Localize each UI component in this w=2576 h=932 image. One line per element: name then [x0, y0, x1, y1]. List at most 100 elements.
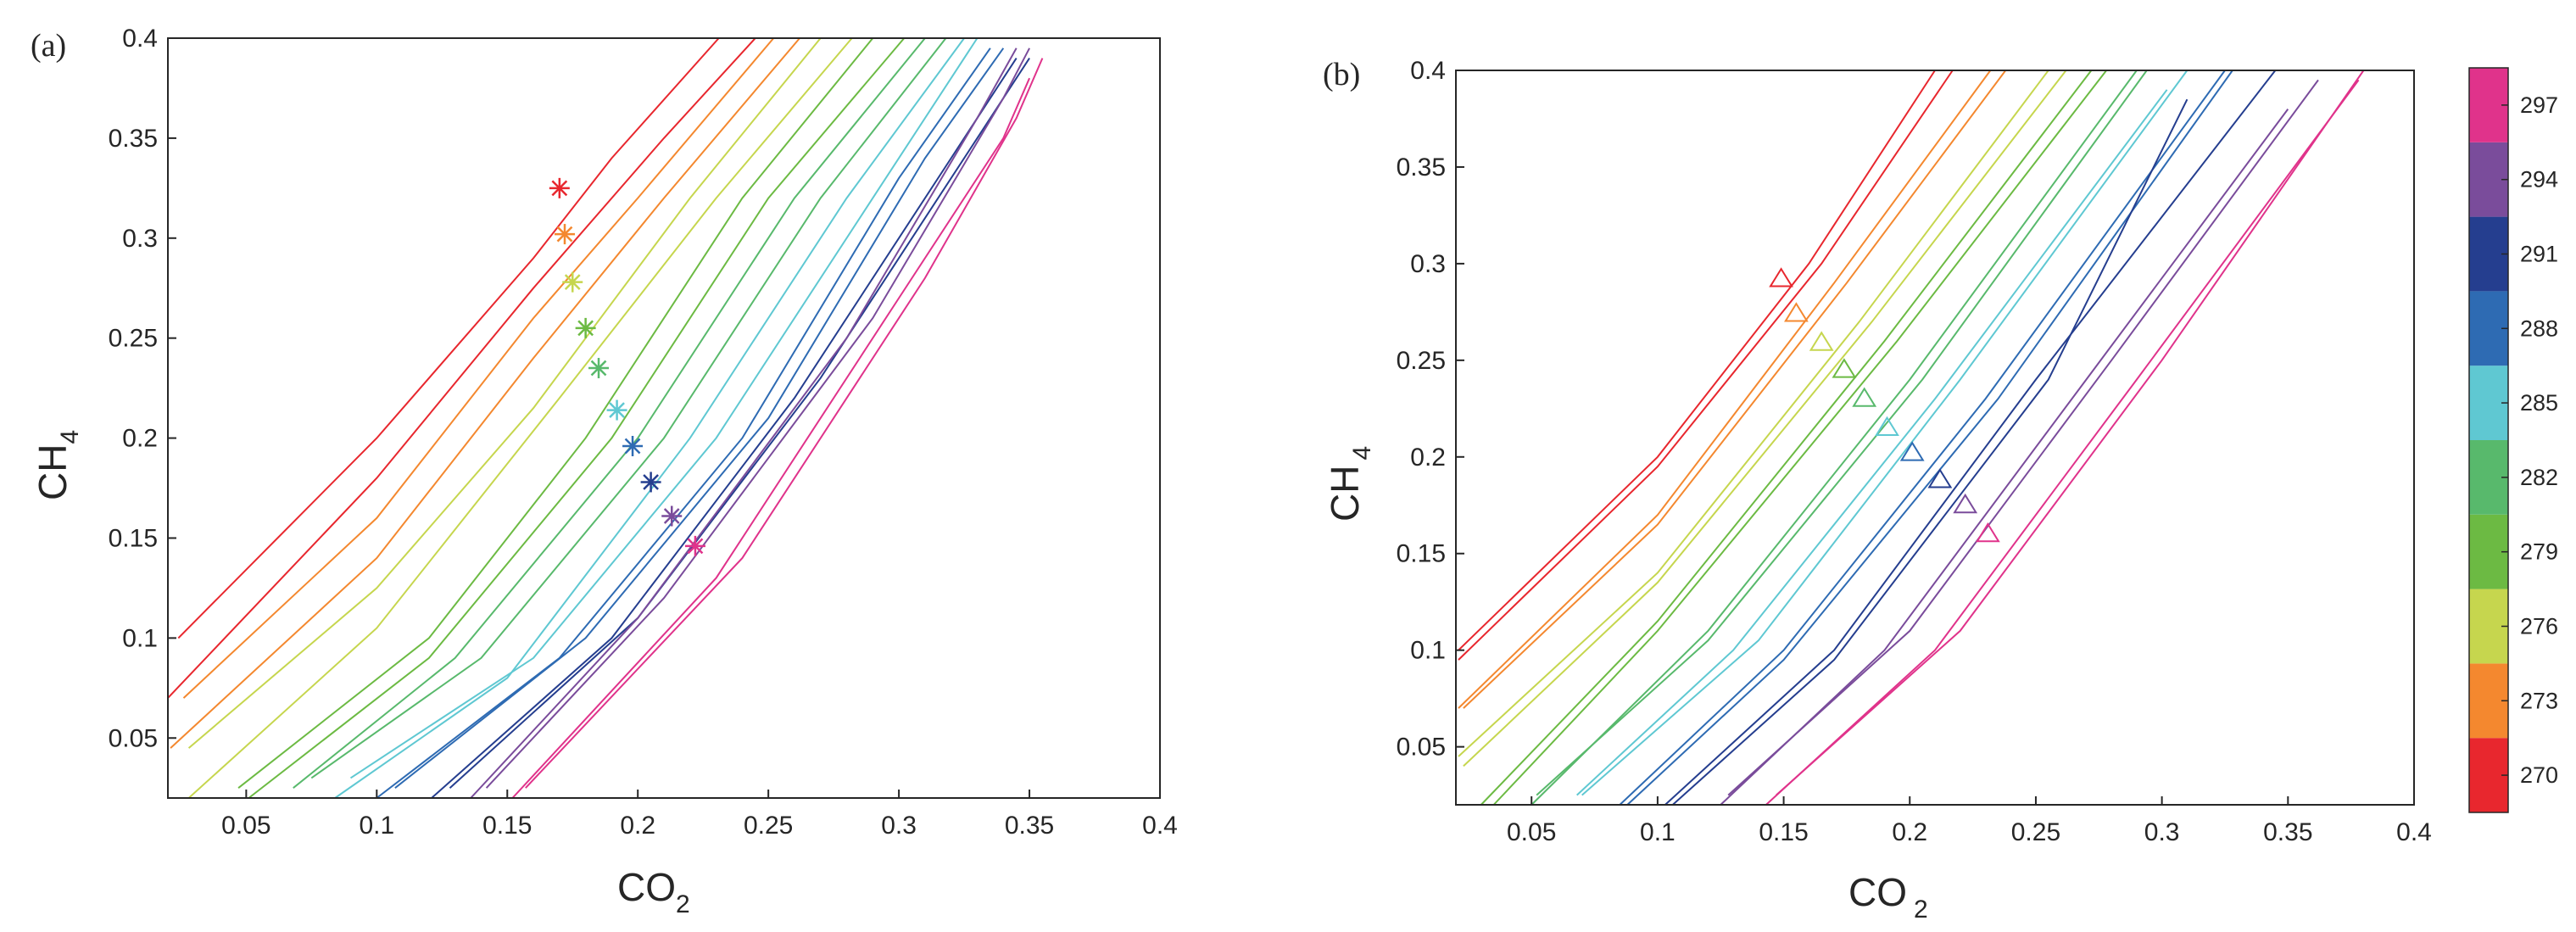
y-tick-label: 0.1	[122, 624, 158, 652]
panel-b-ylabel-sub: 4	[1348, 446, 1376, 460]
series-10-line-1	[1765, 79, 2360, 806]
y-tick-label: 0.4	[122, 25, 158, 53]
series-4-line-2	[248, 37, 906, 799]
series-1-line-2	[1458, 70, 1954, 661]
series-2-line-1	[182, 37, 775, 699]
panel-b-ylabel-main: CH	[1323, 466, 1367, 522]
series-6-line-1	[1576, 89, 2168, 796]
series-9-line-1	[470, 47, 1018, 799]
panel-a-ylabel-sub: 4	[56, 430, 84, 444]
series-5-line-1	[293, 37, 926, 789]
x-tick-label: 0.35	[2263, 818, 2312, 846]
series-10-marker	[1976, 522, 2000, 543]
series-7-line-2	[394, 47, 1005, 789]
series-10-line-1	[511, 77, 1031, 799]
panel-b-xlabel-sub: 2	[1914, 896, 1928, 924]
series-1-line-1	[177, 37, 720, 639]
panel-b-xlabel-main: CO	[1848, 870, 1907, 914]
series-2-line-2	[170, 37, 800, 749]
y-tick-label: 0.3	[122, 225, 158, 253]
x-tick-label: 0.15	[1759, 818, 1808, 846]
colorbar-tick-label: 285	[2520, 390, 2558, 416]
y-tick-label: 0.1	[1410, 637, 1446, 665]
series-3-line-1	[187, 37, 822, 749]
series-5-line-2	[310, 37, 947, 779]
x-tick-label: 0.2	[620, 812, 655, 840]
panel-a-markers	[549, 177, 705, 556]
colorbar-tick-label: 294	[2520, 167, 2558, 193]
series-3-line-2	[1463, 70, 2067, 767]
series-4-line-1	[237, 37, 874, 789]
colorbar-tick-label: 288	[2520, 315, 2558, 341]
series-1-line-1	[1458, 70, 1936, 651]
series-1-line-2	[167, 37, 756, 699]
colorbar-tick-label: 279	[2520, 539, 2558, 565]
y-tick-label: 0.3	[1410, 250, 1446, 278]
colorbar-tick-label: 276	[2520, 614, 2558, 639]
y-tick-label: 0.2	[122, 425, 158, 453]
series-8-line-1	[1664, 70, 2277, 806]
series-7-line-1	[376, 47, 991, 799]
x-tick-label: 0.3	[2144, 818, 2180, 846]
series-3-line-2	[187, 37, 853, 799]
series-4-marker	[575, 317, 596, 338]
series-7-line-1	[1619, 70, 2226, 806]
series-9-line-1	[1720, 109, 2289, 806]
colorbar-tick-label: 282	[2520, 465, 2558, 490]
series-4-line-2	[1492, 70, 2107, 806]
y-tick-label: 0.15	[1397, 540, 1446, 568]
series-6-marker	[606, 399, 627, 421]
panel-a: 0.05 0.1 0.15 0.2 0.25 0.3 0.35 0.4 0.05 0.1 0.15 0…	[31, 25, 1178, 918]
panel-b-label: (b)	[1323, 57, 1360, 92]
series-2-marker	[555, 224, 575, 245]
colorbar-frame	[2468, 67, 2509, 813]
series-9-marker	[661, 505, 683, 527]
panel-b-ylabel: CH 4	[1323, 446, 1376, 522]
y-tick-label: 0.2	[1410, 444, 1446, 472]
panel-b-ticks: 0.05 0.1 0.15 0.2 0.25 0.3 0.35 0.4 0.05 0.1 0.15 0…	[1397, 57, 2432, 846]
colorbar-tick-label: 297	[2520, 92, 2558, 118]
y-tick-label: 0.05	[109, 724, 158, 752]
series-8-line-2	[449, 58, 1030, 789]
series-8-line-1	[431, 58, 1018, 799]
panel-b-plot-frame	[1455, 70, 2415, 806]
series-10-marker	[684, 535, 705, 556]
series-6-line-2	[1581, 70, 2188, 796]
y-tick-label: 0.05	[1397, 734, 1446, 762]
y-tick-label: 0.25	[109, 325, 158, 353]
series-2-line-2	[1463, 70, 2007, 709]
x-tick-label: 0.15	[482, 812, 532, 840]
series-3-marker	[562, 271, 583, 293]
panel-b-series	[1458, 70, 2365, 806]
series-1-marker	[1769, 267, 1793, 287]
x-tick-label: 0.25	[2011, 818, 2060, 846]
x-tick-label: 0.05	[1507, 818, 1556, 846]
colorbar-tick-label: 291	[2520, 242, 2558, 267]
panel-a-ylabel-main: CH	[31, 444, 75, 500]
panel-a-plot-frame	[167, 37, 1161, 799]
panel-b: 0.05 0.1 0.15 0.2 0.25 0.3 0.35 0.4 0.05 0.1 0.15 0…	[1323, 57, 2432, 924]
series-7-marker	[1899, 441, 1925, 461]
series-5-line-1	[1531, 70, 2138, 806]
series-10-line-2	[525, 58, 1044, 789]
panel-b-xlabel: CO 2	[1848, 870, 1928, 924]
panel-a-ticks: 0.05 0.1 0.15 0.2 0.25 0.3 0.35 0.4 0.05 0.1 0.15 0…	[109, 25, 1178, 840]
panel-b-markers	[1769, 267, 2000, 543]
series-9-line-2	[1727, 79, 2319, 796]
panel-a-label: (a)	[31, 28, 66, 64]
series-4-marker	[1832, 358, 1857, 378]
panel-a-series	[167, 37, 1044, 799]
series-8-marker	[1927, 468, 1953, 488]
series-4-line-1	[1480, 70, 2093, 806]
x-tick-label: 0.2	[1892, 818, 1927, 846]
panel-a-xlabel: CO2	[617, 865, 690, 918]
series-7-line-2	[1626, 70, 2233, 806]
x-tick-label: 0.4	[1142, 812, 1178, 840]
series-2-marker	[1784, 302, 1809, 322]
series-1-marker	[549, 177, 570, 198]
x-tick-label: 0.35	[1005, 812, 1054, 840]
colorbar-tick-label: 273	[2520, 688, 2558, 713]
series-6-line-2	[349, 37, 979, 779]
x-tick-label: 0.3	[881, 812, 917, 840]
